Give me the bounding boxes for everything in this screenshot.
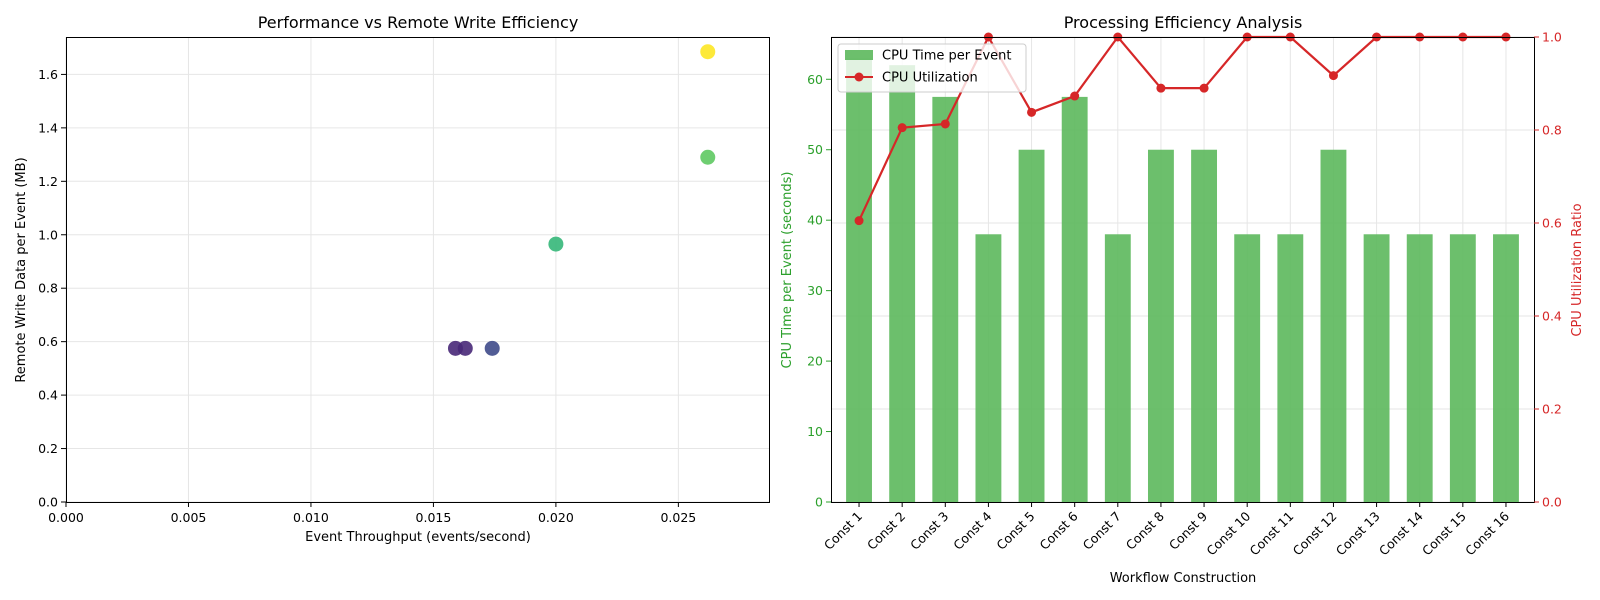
cpu-utilization-point xyxy=(854,216,864,226)
cpu-utilization-point xyxy=(1070,91,1080,101)
scatter-x-tick-label: 0.010 xyxy=(293,510,329,525)
scatter-y-tick-label: 0.8 xyxy=(38,281,58,296)
legend-label-line: CPU Utilization xyxy=(882,71,978,86)
cpu-time-bar xyxy=(932,96,959,503)
legend-label-bars: CPU Time per Event xyxy=(882,49,1011,64)
cpu-utilization-point xyxy=(940,119,950,129)
scatter-ticks: 0.000 0.005 0.010 0.015 0.020 0.025 0.0 0.2 0.4 0… xyxy=(38,67,696,525)
scatter-point xyxy=(548,236,564,252)
efficiency-left-tick-label: 0 xyxy=(815,495,823,510)
legend-bar-swatch xyxy=(845,50,873,60)
efficiency-right-tick-label: 1.0 xyxy=(1542,30,1562,45)
legend-box xyxy=(837,43,1027,93)
efficiency-x-axis-label: Workflow Construction xyxy=(1110,571,1257,586)
scatter-y-tick-label: 0.6 xyxy=(38,334,58,349)
cpu-utilization-point xyxy=(897,123,907,133)
cpu-time-bar xyxy=(1147,149,1174,502)
scatter-x-tick-label: 0.025 xyxy=(660,510,696,525)
efficiency-title: Processing Efficiency Analysis xyxy=(1064,13,1303,32)
scatter-y-tick-label: 1.4 xyxy=(38,120,58,135)
cpu-time-bar xyxy=(1406,234,1433,503)
cpu-time-bar xyxy=(1061,96,1088,503)
cpu-time-bar xyxy=(1493,234,1519,503)
cpu-time-bar xyxy=(1018,149,1045,502)
scatter-point xyxy=(457,340,473,356)
scatter-point xyxy=(700,149,716,165)
efficiency-right-tick-label: 0.6 xyxy=(1542,216,1562,231)
efficiency-frame xyxy=(831,37,1535,503)
efficiency-right-tick-label: 0.2 xyxy=(1542,402,1562,417)
cpu-time-bar xyxy=(1234,234,1261,503)
scatter-point xyxy=(484,340,500,356)
scatter-y-axis-label: Remote Write Data per Event (MB) xyxy=(14,157,29,382)
cpu-utilization-point xyxy=(1199,83,1209,93)
scatter-points xyxy=(447,44,716,356)
cpu-time-bar xyxy=(1449,234,1476,503)
scatter-x-tick-label: 0.000 xyxy=(48,510,84,525)
scatter-x-axis-label: Event Throughput (events/second) xyxy=(305,530,531,545)
cpu-time-bar xyxy=(1363,234,1390,503)
cpu-utilization-point xyxy=(1027,107,1037,117)
cpu-utilization-point xyxy=(1156,83,1166,93)
scatter-point xyxy=(700,44,716,60)
cpu-time-bar xyxy=(889,65,916,502)
efficiency-left-tick-label: 50 xyxy=(807,142,823,157)
scatter-x-tick-label: 0.020 xyxy=(538,510,574,525)
scatter-y-tick-label: 0.2 xyxy=(38,441,58,456)
scatter-y-tick-label: 1.0 xyxy=(38,227,58,242)
efficiency-y-axis-label-right: CPU Utilization Ratio xyxy=(1570,203,1585,336)
efficiency-left-tick-label: 30 xyxy=(807,283,823,298)
cpu-time-bar xyxy=(1104,234,1131,503)
cpu-time-bar xyxy=(1191,149,1218,502)
scatter-frame xyxy=(66,37,770,503)
scatter-y-tick-label: 0.0 xyxy=(38,495,58,510)
cpu-utilization-point xyxy=(1328,71,1338,81)
cpu-time-bar xyxy=(1320,149,1347,502)
scatter-grid xyxy=(65,37,769,503)
scatter-x-tick-label: 0.005 xyxy=(171,510,207,525)
bar-series xyxy=(846,58,1519,503)
legend-line-marker xyxy=(854,72,864,82)
scatter-y-tick-label: 0.4 xyxy=(38,388,58,403)
efficiency-right-tick-label: 0.8 xyxy=(1542,123,1562,138)
efficiency-left-tick-label: 40 xyxy=(807,213,823,228)
efficiency-left-tick-label: 20 xyxy=(807,354,823,369)
scatter-y-tick-label: 1.2 xyxy=(38,174,58,189)
scatter-y-tick-label: 1.6 xyxy=(38,67,58,82)
scatter-title: Performance vs Remote Write Efficiency xyxy=(258,13,579,32)
scatter-x-tick-label: 0.015 xyxy=(416,510,452,525)
efficiency-y-axis-label-left: CPU Time per Event (seconds) xyxy=(780,172,795,369)
efficiency-right-tick-label: 0.4 xyxy=(1542,309,1562,324)
cpu-time-bar xyxy=(975,234,1002,503)
cpu-time-bar xyxy=(846,58,872,503)
legend: CPU Time per Event CPU Utilization xyxy=(837,43,1027,93)
scatter-chart: 0.000 0.005 0.010 0.015 0.020 0.025 0.0 0.2 0.4 0… xyxy=(14,13,770,545)
efficiency-right-tick-label: 0.0 xyxy=(1542,495,1562,510)
cpu-time-bar xyxy=(1277,234,1304,503)
efficiency-left-tick-label: 60 xyxy=(807,72,823,87)
efficiency-left-tick-label: 10 xyxy=(807,424,823,439)
